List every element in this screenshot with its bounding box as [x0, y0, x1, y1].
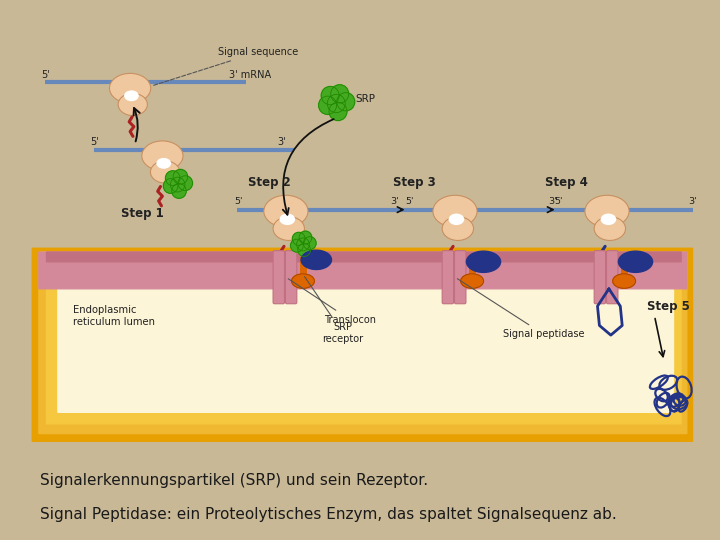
- Text: 3': 3': [277, 137, 286, 147]
- Ellipse shape: [613, 274, 636, 288]
- Circle shape: [297, 238, 310, 251]
- Text: 5': 5': [554, 198, 563, 206]
- Text: Translocon: Translocon: [288, 279, 376, 325]
- Text: Step 3: Step 3: [393, 176, 436, 189]
- Ellipse shape: [273, 217, 305, 240]
- Text: 5': 5': [235, 198, 243, 206]
- Ellipse shape: [125, 91, 138, 100]
- Text: SRP: SRP: [355, 94, 375, 104]
- Circle shape: [328, 94, 346, 113]
- Ellipse shape: [618, 251, 652, 272]
- Circle shape: [173, 170, 188, 184]
- Circle shape: [166, 171, 180, 186]
- Text: Step 2: Step 2: [248, 176, 291, 189]
- Ellipse shape: [449, 214, 464, 225]
- Ellipse shape: [109, 73, 150, 103]
- Circle shape: [337, 93, 355, 111]
- FancyBboxPatch shape: [39, 252, 687, 434]
- FancyBboxPatch shape: [454, 251, 466, 303]
- Circle shape: [321, 86, 339, 105]
- Circle shape: [299, 231, 312, 244]
- Ellipse shape: [585, 195, 629, 227]
- Ellipse shape: [442, 217, 474, 240]
- Text: SRP
receptor: SRP receptor: [305, 276, 364, 344]
- Text: Signal peptidase: Signal peptidase: [457, 279, 584, 339]
- Text: Step 5: Step 5: [647, 300, 690, 313]
- Ellipse shape: [157, 159, 171, 168]
- Circle shape: [172, 184, 186, 198]
- Circle shape: [163, 179, 178, 193]
- FancyBboxPatch shape: [47, 260, 681, 424]
- Text: Signalerkennungspartikel (SRP) und sein Rezeptor.: Signalerkennungspartikel (SRP) und sein …: [40, 473, 428, 488]
- Circle shape: [330, 85, 348, 103]
- FancyBboxPatch shape: [58, 269, 673, 413]
- FancyArrowPatch shape: [397, 207, 403, 212]
- Ellipse shape: [301, 250, 331, 269]
- Circle shape: [298, 244, 310, 256]
- Ellipse shape: [118, 93, 148, 116]
- Ellipse shape: [594, 217, 626, 240]
- Circle shape: [171, 177, 185, 192]
- FancyBboxPatch shape: [32, 248, 693, 441]
- FancyBboxPatch shape: [285, 251, 297, 303]
- Text: Signal sequence: Signal sequence: [153, 48, 298, 85]
- Circle shape: [319, 96, 336, 114]
- Circle shape: [329, 102, 347, 120]
- Text: 3': 3': [548, 198, 557, 206]
- Ellipse shape: [150, 161, 180, 183]
- Circle shape: [292, 232, 305, 245]
- FancyBboxPatch shape: [273, 251, 284, 303]
- FancyArrowPatch shape: [283, 119, 333, 215]
- FancyBboxPatch shape: [442, 251, 454, 303]
- Ellipse shape: [433, 195, 477, 227]
- Text: 3': 3': [689, 198, 698, 206]
- FancyBboxPatch shape: [594, 251, 606, 303]
- Ellipse shape: [601, 214, 616, 225]
- Circle shape: [303, 237, 316, 249]
- Text: Endoplasmic
reticulum lumen: Endoplasmic reticulum lumen: [73, 305, 155, 327]
- Ellipse shape: [264, 195, 308, 227]
- Ellipse shape: [467, 251, 500, 272]
- FancyArrowPatch shape: [134, 108, 140, 141]
- Text: 5': 5': [41, 70, 50, 79]
- Ellipse shape: [292, 274, 315, 288]
- FancyArrowPatch shape: [655, 319, 665, 356]
- Text: 3': 3': [390, 198, 399, 206]
- FancyArrowPatch shape: [547, 207, 553, 212]
- FancyBboxPatch shape: [47, 252, 681, 262]
- Circle shape: [178, 176, 192, 191]
- Text: Signal Peptidase: ein Proteolytisches Enzym, das spaltet Signalsequenz ab.: Signal Peptidase: ein Proteolytisches En…: [40, 507, 616, 522]
- Ellipse shape: [142, 141, 183, 171]
- Text: 5': 5': [405, 198, 414, 206]
- Text: 3' mRNA: 3' mRNA: [229, 70, 271, 79]
- FancyBboxPatch shape: [606, 251, 618, 303]
- Text: Step 1: Step 1: [121, 207, 163, 220]
- Ellipse shape: [280, 214, 294, 225]
- Text: Step 4: Step 4: [545, 176, 588, 189]
- Circle shape: [290, 239, 303, 252]
- Ellipse shape: [461, 274, 484, 288]
- FancyBboxPatch shape: [39, 252, 687, 289]
- Text: 5': 5': [90, 137, 99, 147]
